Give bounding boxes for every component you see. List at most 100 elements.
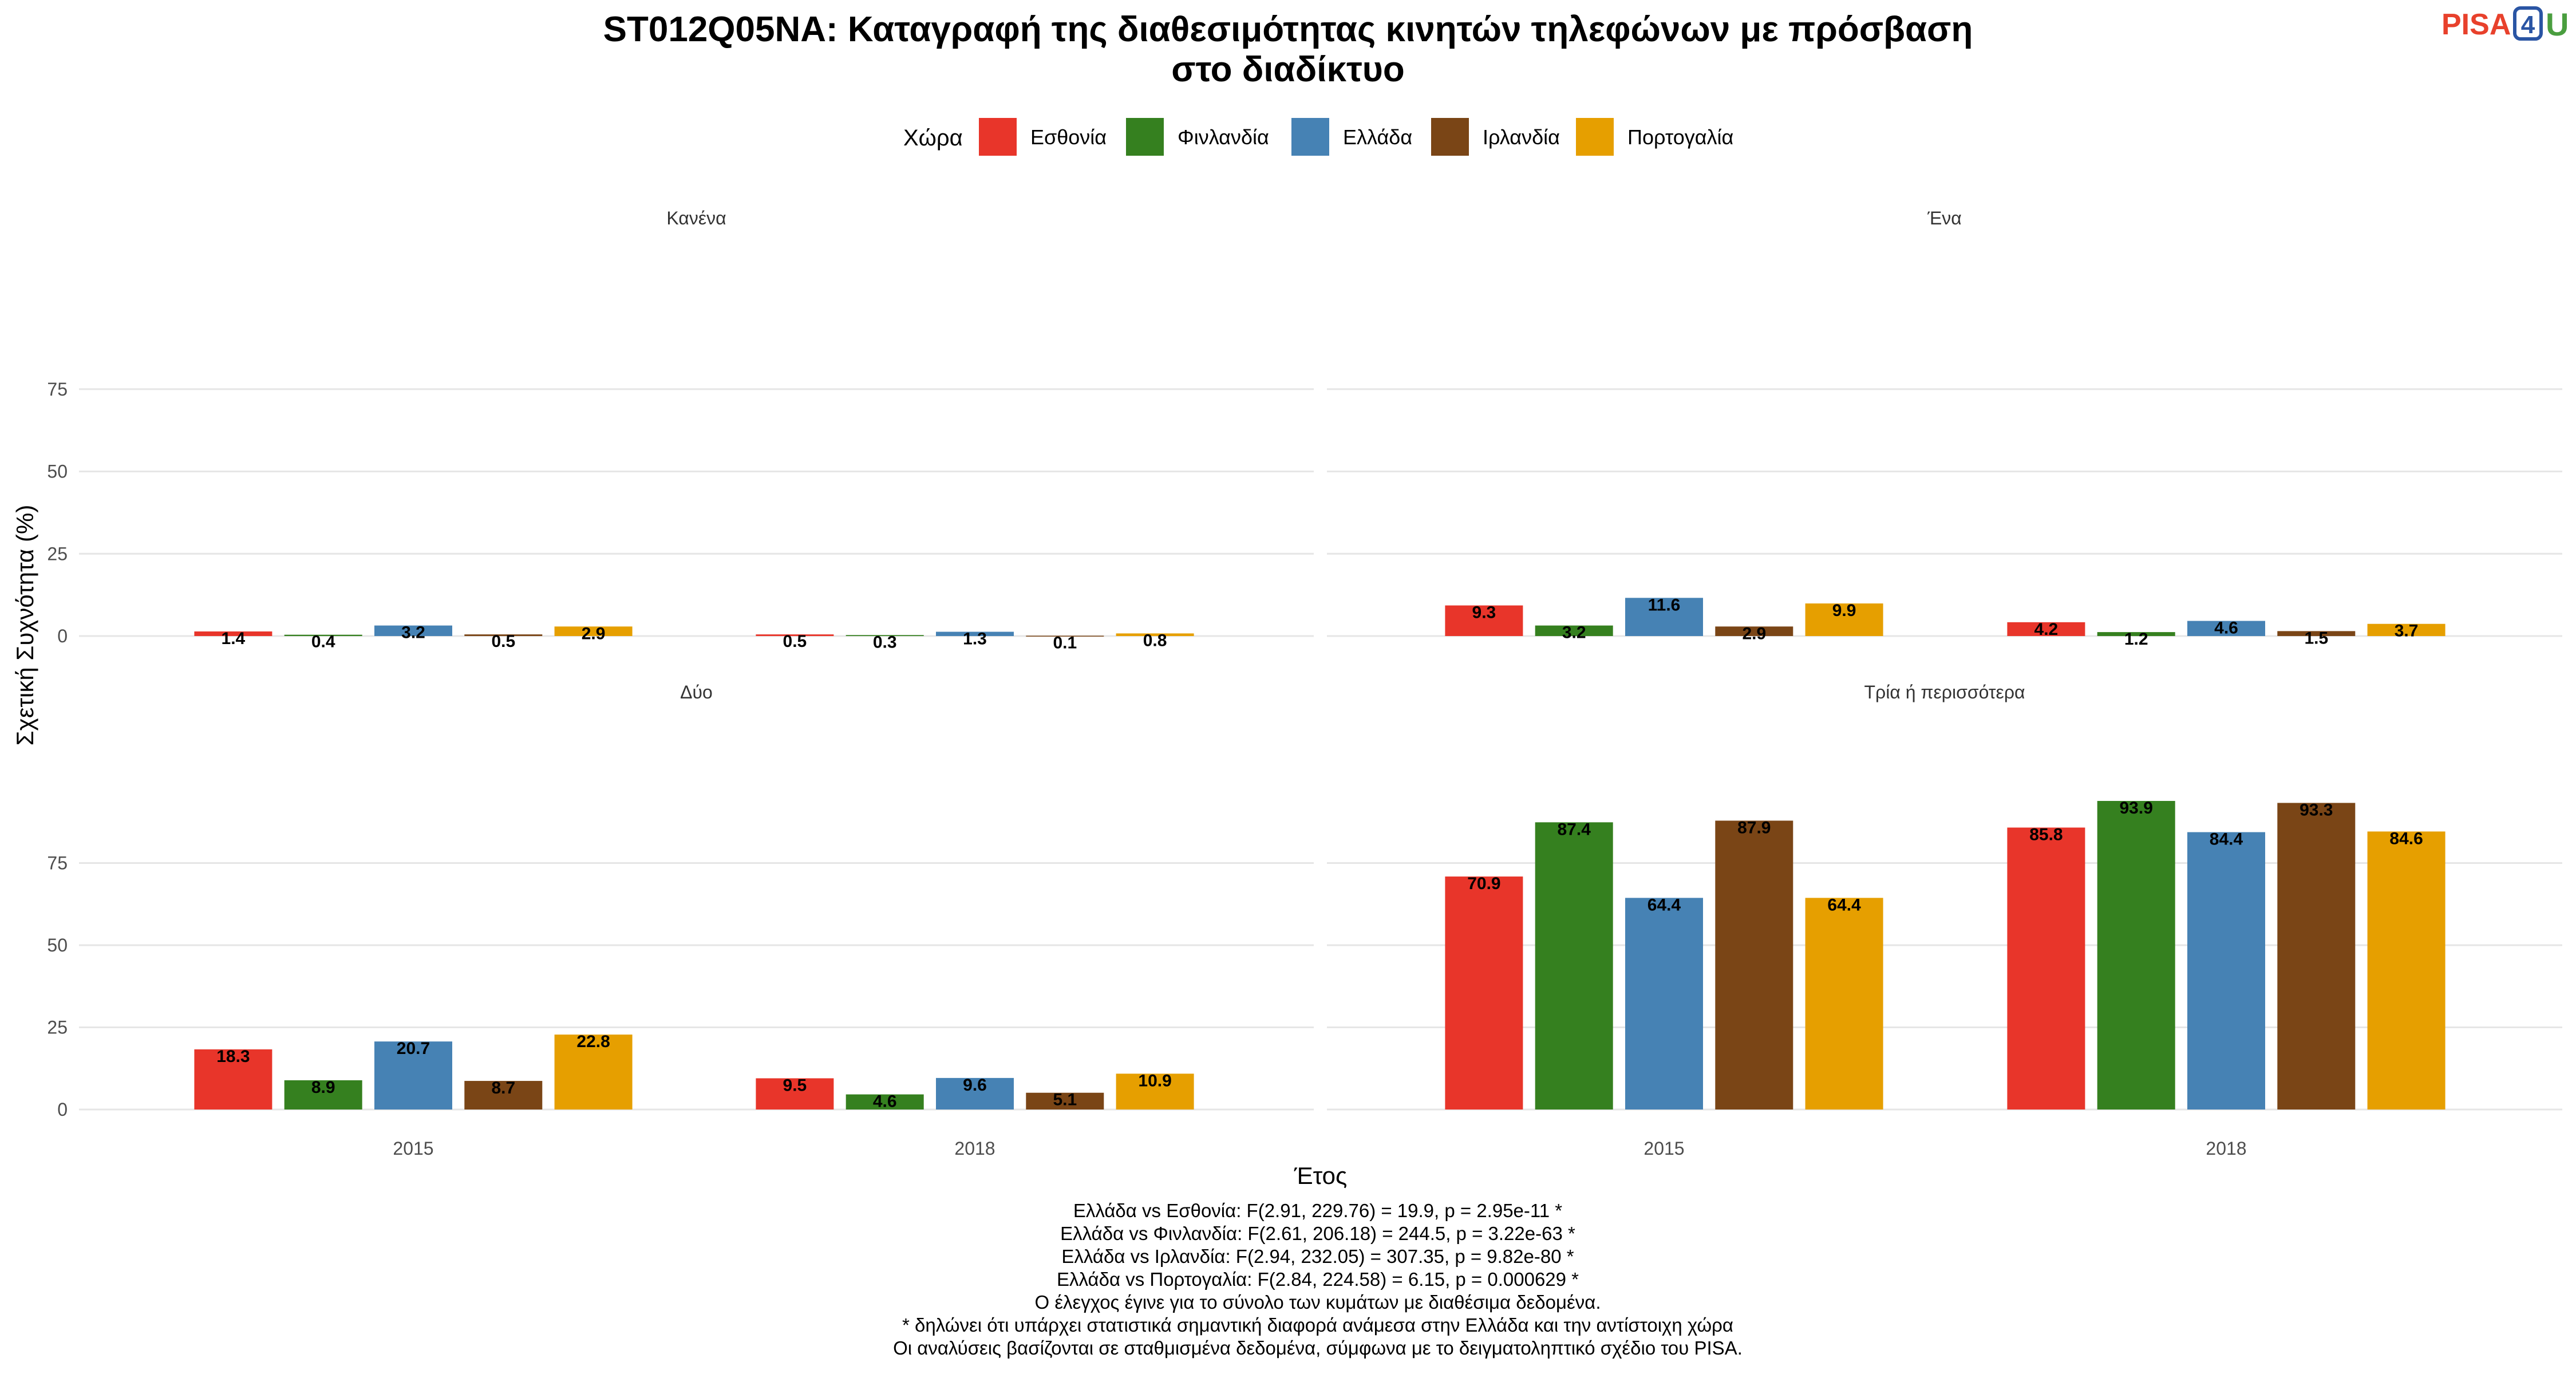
bar-value-label: 87.9	[1737, 818, 1771, 837]
footnotes: Ελλάδα vs Εσθονία: F(2.91, 229.76) = 19.…	[893, 1200, 1743, 1359]
bar-value-label: 1.5	[2304, 629, 2328, 647]
bar-2015-series-3	[1625, 598, 1703, 636]
bar-2018-series-2	[2097, 632, 2175, 636]
bar-value-label: 1.2	[2124, 630, 2148, 649]
x-tick-label-2018: 2018	[2206, 1138, 2246, 1159]
facet-panel-2: Ένα 9.3 3.2 11.6 2.9 9.9 4.2 1.2 4.6 1.5 3.7	[1327, 208, 2562, 649]
bar-2018-series-1	[2007, 827, 2085, 1110]
bar-value-label: 0.3	[873, 633, 897, 652]
bar-value-label: 9.9	[1832, 601, 1856, 620]
bar-value-label: 4.2	[2034, 620, 2059, 639]
y-tick-label-50: 50	[47, 461, 68, 482]
bar-2015-series-3	[374, 1041, 452, 1110]
y-tick-label-25: 25	[47, 1017, 68, 1038]
footnote-line-7: Οι αναλύσεις βασίζονται σε σταθμισμένα δ…	[893, 1337, 1743, 1359]
bar-2018-series-4	[2277, 631, 2356, 636]
facet-panel-4: Τρία ή περισσότερα 70.9 87.4 64.4 87.9 64.4 20…	[1327, 682, 2562, 1159]
bar-2015-series-5	[1805, 898, 1883, 1110]
bar-2018-series-2	[846, 635, 924, 636]
bar-2015-series-3	[1625, 898, 1703, 1110]
facet-title-4: Τρία ή περισσότερα	[1864, 682, 2025, 702]
bar-2015-series-4	[1715, 820, 1793, 1110]
legend-swatch-3	[1291, 118, 1329, 156]
chart-title-line-2: στο διαδίκτυο	[1171, 50, 1404, 89]
logo-pisa-text: PISA	[2441, 8, 2511, 41]
bar-value-label: 1.3	[963, 630, 987, 649]
bar-value-label: 0.5	[491, 632, 515, 651]
facet-title-2: Ένα	[1927, 208, 1962, 228]
legend-label-5: Πορτογαλία	[1627, 125, 1733, 149]
legend-swatch-5	[1576, 118, 1614, 156]
bar-value-label: 8.9	[311, 1078, 335, 1097]
chart-title-line-1: ST012Q05NA: Καταγραφή της διαθεσιμότητας…	[603, 10, 1973, 49]
bar-value-label: 85.8	[2029, 826, 2063, 844]
bar-2018-series-2	[2097, 801, 2175, 1110]
bar-value-label: 64.4	[1647, 895, 1681, 914]
bar-2018-series-5	[1116, 1073, 1194, 1110]
bar-2015-series-5	[554, 1035, 633, 1110]
bar-2015-series-1	[194, 1049, 272, 1110]
bar-2018-series-5	[2367, 831, 2445, 1110]
y-tick-label-25: 25	[47, 543, 68, 564]
bar-2015-series-2	[284, 634, 362, 636]
bar-value-label: 2.9	[582, 624, 606, 643]
bar-value-label: 3.2	[401, 623, 425, 642]
footnote-line-6: * δηλώνει ότι υπάρχει στατιστικά σημαντι…	[902, 1314, 1733, 1336]
bar-value-label: 70.9	[1467, 874, 1500, 893]
legend-label-1: Εσθονία	[1030, 125, 1107, 149]
legend-title: Χώρα	[903, 125, 963, 151]
bar-value-label: 11.6	[1648, 595, 1681, 614]
facet-title-3: Δύο	[680, 682, 713, 702]
pisa4u-logo: PISA 4 U	[2441, 6, 2569, 42]
bar-2018-series-1	[756, 634, 834, 636]
bar-value-label: 0.8	[1143, 631, 1167, 650]
legend-swatch-1	[979, 118, 1017, 156]
bar-value-label: 87.4	[1558, 820, 1591, 839]
bar-2018-series-3	[2187, 621, 2265, 636]
x-tick-label-2018: 2018	[954, 1138, 995, 1159]
bar-2015-series-1	[1445, 605, 1523, 636]
bar-value-label: 64.4	[1827, 895, 1861, 914]
bar-2015-series-4	[1715, 626, 1793, 636]
y-tick-label-0: 0	[57, 626, 68, 646]
bar-2018-series-5	[2367, 623, 2445, 636]
bar-value-label: 3.2	[1562, 623, 1586, 642]
bar-2015-series-4	[464, 1081, 543, 1110]
footnote-line-1: Ελλάδα vs Εσθονία: F(2.91, 229.76) = 19.…	[1073, 1200, 1562, 1221]
bar-value-label: 2.9	[1742, 624, 1766, 643]
y-tick-label-0: 0	[57, 1099, 68, 1120]
bar-value-label: 22.8	[576, 1032, 610, 1051]
bar-2015-series-5	[554, 626, 633, 636]
bar-value-label: 20.7	[397, 1039, 430, 1058]
bar-value-label: 18.3	[216, 1047, 250, 1066]
bar-2015-series-5	[1805, 603, 1883, 636]
bar-value-label: 9.6	[963, 1076, 987, 1095]
facet-panel-3: Δύο 0 25 50 75 18.3 8.9 20.7 8.7 22.8 2015 9.5 4.6 9.…	[47, 682, 1314, 1159]
legend-swatch-4	[1431, 118, 1469, 156]
bar-2015-series-2	[1535, 822, 1613, 1110]
bar-2015-series-4	[464, 634, 543, 636]
bar-2018-series-3	[936, 631, 1014, 636]
x-axis-label: Έτος	[1294, 1162, 1348, 1189]
bar-2018-series-4	[1026, 635, 1104, 637]
bar-2015-series-2	[284, 1080, 362, 1110]
bar-value-label: 4.6	[873, 1092, 897, 1111]
logo-four-text: 4	[2521, 11, 2535, 39]
bar-value-label: 0.1	[1053, 633, 1077, 652]
bar-value-label: 93.9	[2120, 799, 2153, 818]
bar-2018-series-3	[936, 1077, 1014, 1110]
facet-panels: Κανένα 0 25 50 75 1.4 0.4 3.2 0.5 2.9 0.5 0.3 1.3 0.1…	[47, 208, 2562, 1159]
bar-2018-series-1	[756, 1078, 834, 1110]
bar-2015-series-1	[194, 631, 272, 636]
bar-2015-series-1	[1445, 876, 1523, 1110]
x-tick-label-2015: 2015	[1643, 1138, 1684, 1159]
footnote-line-5: Ο έλεγχος έγινε για το σύνολο των κυμάτω…	[1035, 1292, 1601, 1313]
bar-2018-series-4	[2277, 803, 2356, 1110]
footnote-line-4: Ελλάδα vs Πορτογαλία: F(2.84, 224.58) = …	[1057, 1269, 1579, 1290]
bar-value-label: 5.1	[1053, 1091, 1077, 1110]
bar-value-label: 93.3	[2300, 800, 2333, 819]
bar-value-label: 84.4	[2210, 830, 2243, 849]
bar-value-label: 9.5	[783, 1076, 807, 1095]
facet-title-1: Κανένα	[666, 208, 726, 228]
x-tick-label-2015: 2015	[393, 1138, 433, 1159]
